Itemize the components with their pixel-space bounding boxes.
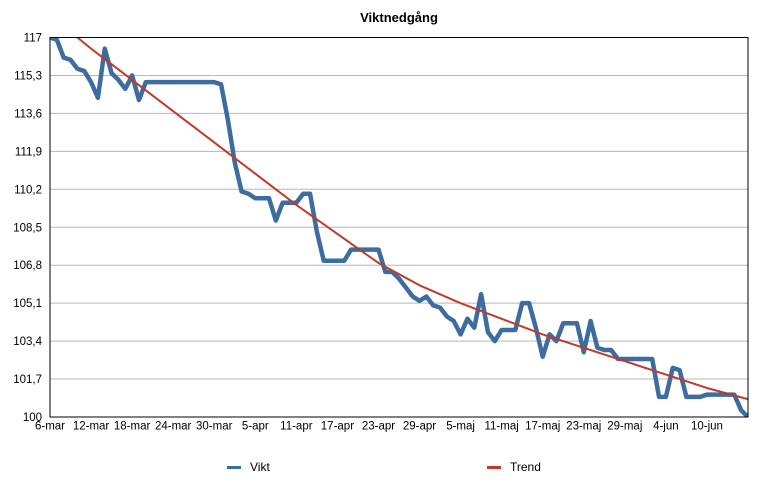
x-axis-tick-label: 10-jun: [691, 421, 723, 433]
x-axis-tick-label: 6-mar: [35, 421, 65, 433]
y-axis-tick-label: 117: [24, 33, 42, 45]
y-axis-tick-label: 108,5: [13, 222, 42, 234]
x-axis-tick-label: 11-apr: [280, 421, 313, 433]
y-axis-tick-label: 111,9: [15, 146, 42, 158]
x-axis-tick-label: 18-mar: [114, 421, 151, 433]
vikt-line-swatch-icon: [227, 465, 241, 469]
y-axis-tick-label: 101,7: [13, 374, 42, 386]
x-axis-tick-label: 4-jun: [653, 421, 679, 433]
legend-item-vikt: Vikt: [227, 459, 270, 475]
y-axis-tick-label: 103,4: [13, 336, 42, 348]
x-axis-tick-label: 17-maj: [525, 421, 560, 433]
x-axis-tick-label: 5-apr: [242, 421, 269, 433]
legend-label-trend: Trend: [510, 460, 541, 474]
chart-title: Viktnedgång: [360, 10, 438, 25]
x-axis-tick-label: 5-maj: [446, 421, 475, 433]
y-axis-tick-label: 115,3: [14, 70, 42, 82]
x-axis-tick-label: 12-mar: [73, 421, 110, 433]
x-axis-tick-label: 17-apr: [321, 421, 354, 433]
trend-line: [75, 37, 748, 401]
vikt-line: [50, 37, 748, 417]
legend-label-vikt: Vikt: [250, 460, 270, 474]
x-axis-tick-label: 23-maj: [566, 421, 601, 433]
legend: Vikt Trend: [0, 459, 757, 475]
x-axis-tick-label: 29-apr: [403, 421, 436, 433]
x-axis-tick-label: 30-mar: [196, 421, 233, 433]
plot-border: [49, 37, 749, 418]
x-axis-tick-label: 23-apr: [362, 421, 395, 433]
y-axis-tick-label: 105,1: [13, 298, 42, 310]
trend-line-swatch-icon: [487, 465, 501, 469]
y-axis-tick-label: 113,6: [14, 108, 42, 120]
x-axis-tick-label: 11-maj: [484, 421, 518, 433]
y-axis-tick-label: 110,2: [14, 184, 42, 196]
x-axis-tick-label: 24-mar: [155, 421, 192, 433]
y-axis-tick-label: 100: [23, 412, 42, 424]
x-axis-tick-label: 29-maj: [607, 421, 642, 433]
y-axis-tick-label: 106,8: [13, 260, 42, 272]
legend-item-trend: Trend: [487, 459, 541, 475]
